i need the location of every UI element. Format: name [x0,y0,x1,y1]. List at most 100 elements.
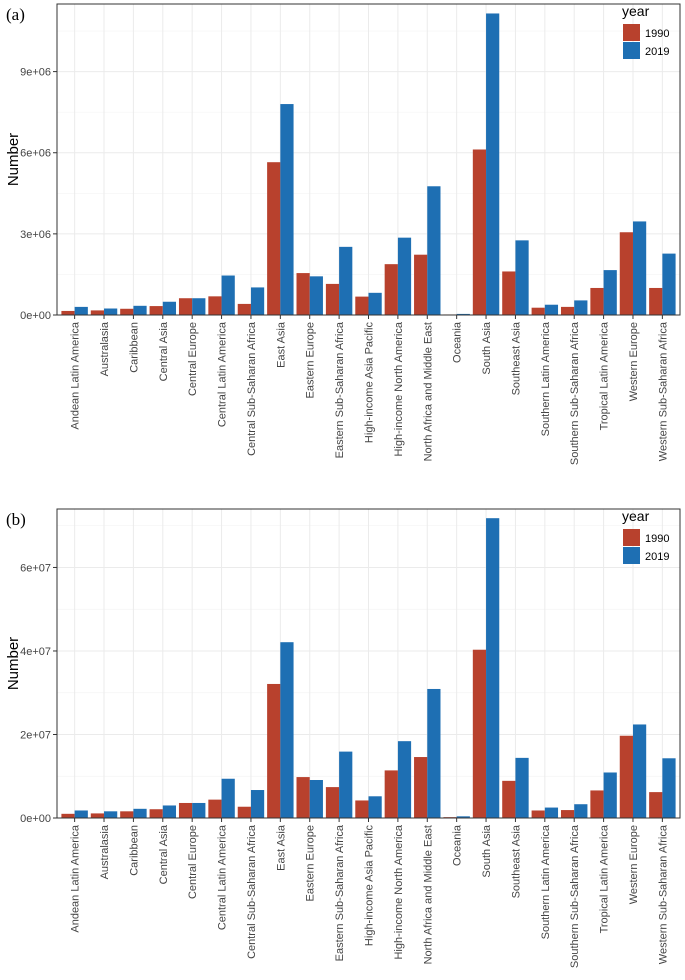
y-tick-label: 3e+06 [20,229,51,241]
bar-1990-north-africa-and-middle-east [414,757,428,818]
bar-2019-western-europe [632,724,647,818]
bar-2019-high-income-north-america [397,741,412,818]
x-tick-label-tropical-latin-america: Tropical Latin America [599,321,611,430]
x-tick-label-southern-latin-america: Southern Latin America [540,321,552,436]
x-tick-label-central-sub-saharan-africa: Central Sub-Saharan Africa [246,321,258,456]
x-tick-label-oceania: Oceania [452,824,464,866]
bar-2019-western-europe [632,221,647,315]
bar-2019-australasia [104,811,118,818]
legend-swatch-2019 [623,42,640,59]
bar-2019-central-sub-saharan-africa [250,790,265,818]
bar-2019-central-asia [162,805,177,818]
x-tick-label-andean-latin-america: Andean Latin America [70,824,82,933]
bar-2019-caribbean [133,808,147,818]
legend-title: year [622,508,650,524]
bar-1990-western-sub-saharan-africa [649,792,663,818]
bar-1990-australasia [90,813,105,818]
chart-panel-a: (a) 0e+00 3e+06 6e+06 9e+06 Andean Latin Amer… [5,3,681,465]
bar-2019-southern-latin-america [544,807,559,818]
x-tick-label-central-sub-saharan-africa: Central Sub-Saharan Africa [246,824,258,959]
bar-1990-southeast-asia [502,780,516,818]
bar-2019-east-asia [280,104,294,315]
legend-label-1990: 1990 [645,533,669,545]
legend-swatch-2019 [623,547,640,564]
bar-2019-south-asia [486,518,500,818]
bar-1990-southern-sub-saharan-africa [560,810,575,818]
y-tick-label: 0e+00 [20,813,51,825]
bar-1990-southern-sub-saharan-africa [560,306,575,315]
bar-2019-caribbean [133,305,147,315]
bar-1990-north-africa-and-middle-east [414,254,428,315]
bar-2019-eastern-europe [309,780,323,818]
x-tick-label-western-europe: Western Europe [628,322,640,401]
x-tick-label-central-europe: Central Europe [187,825,199,899]
legend-label-2019: 2019 [645,46,669,58]
x-tick-label-high-income-asia-pacific: High-income Asia Pacific [364,825,376,947]
bar-1990-central-sub-saharan-africa [237,806,251,818]
x-tick-label-eastern-europe: Eastern Europe [305,322,317,398]
x-tick-label-southern-latin-america: Southern Latin America [540,824,552,939]
bar-1990-tropical-latin-america [590,287,604,315]
bar-2019-andean-latin-america [74,810,88,818]
legend-label-2019: 2019 [645,551,669,563]
x-tick-label-eastern-europe: Eastern Europe [305,825,317,901]
bar-1990-eastern-sub-saharan-africa [325,787,340,818]
x-tick-label-north-africa-and-middle-east: North Africa and Middle East [422,322,434,461]
bar-2019-western-sub-saharan-africa [662,253,676,315]
bar-2019-high-income-asia-pacific [368,292,382,315]
legend-swatch-1990 [623,529,640,546]
x-tick-label-central-asia: Central Asia [158,321,170,381]
bar-2019-tropical-latin-america [603,270,617,315]
bar-1990-east-asia [267,683,281,818]
chart-panel-b: (b) 0e+00 2e+07 4e+07 6e+07 Andean Latin Amer… [5,508,681,968]
bar-2019-south-asia [486,13,500,315]
bar-2019-western-sub-saharan-africa [662,758,676,818]
bar-1990-high-income-asia-pacific [355,296,369,315]
bar-1990-south-asia [472,149,487,315]
bar-1990-western-europe [619,232,633,315]
bar-2019-eastern-europe [309,276,323,315]
grid [57,509,680,819]
x-tick-label-western-sub-saharan-africa: Western Sub-Saharan Africa [657,824,669,964]
x-tick-label-tropical-latin-america: Tropical Latin America [599,824,611,933]
bar-1990-western-europe [619,735,633,818]
bar-2019-australasia [104,308,118,315]
bar-1990-caribbean [120,308,134,315]
bar-2019-eastern-sub-saharan-africa [339,246,353,315]
x-tick-label-high-income-asia-pacific: High-income Asia Pacific [364,322,376,444]
x-tick-label-high-income-north-america: High-income North America [393,824,405,959]
bar-2019-central-europe [192,802,206,818]
x-tick-label-oceania: Oceania [452,321,464,363]
legend: year 1990 2019 [622,508,669,564]
bar-1990-high-income-asia-pacific [355,800,369,818]
bar-2019-north-africa-and-middle-east [427,186,441,315]
x-tick-label-southern-sub-saharan-africa: Southern Sub-Saharan Africa [569,321,581,465]
bar-2019-east-asia [280,642,294,818]
x-tick-label-central-europe: Central Europe [187,322,199,396]
legend-swatch-1990 [623,24,640,41]
bar-1990-central-asia [149,306,163,315]
bar-2019-high-income-north-america [397,237,412,315]
bar-2019-andean-latin-america [74,306,88,315]
bar-1990-central-europe [178,802,193,818]
bar-2019-central-sub-saharan-africa [250,287,265,315]
bar-1990-andean-latin-america [61,813,75,818]
x-tick-label-eastern-sub-saharan-africa: Eastern Sub-Saharan Africa [334,321,346,458]
x-tick-label-andean-latin-america: Andean Latin America [70,321,82,430]
bar-1990-southern-latin-america [531,307,545,315]
bar-2019-eastern-sub-saharan-africa [339,751,353,818]
bar-1990-andean-latin-america [61,310,75,315]
legend-label-1990: 1990 [645,28,669,40]
bar-1990-eastern-sub-saharan-africa [325,283,340,315]
y-axis-label: Number [5,133,22,186]
y-tick-label: 0e+00 [20,310,51,322]
bar-1990-southeast-asia [502,271,516,315]
y-axis-label: Number [5,637,22,690]
y-tick-label: 2e+07 [20,729,51,741]
x-tick-label-caribbean: Caribbean [128,322,140,373]
bar-2019-central-latin-america [221,778,235,818]
bar-1990-high-income-north-america [384,770,398,818]
y-tick-label: 9e+06 [20,67,51,79]
bar-2019-southern-sub-saharan-africa [574,804,588,818]
